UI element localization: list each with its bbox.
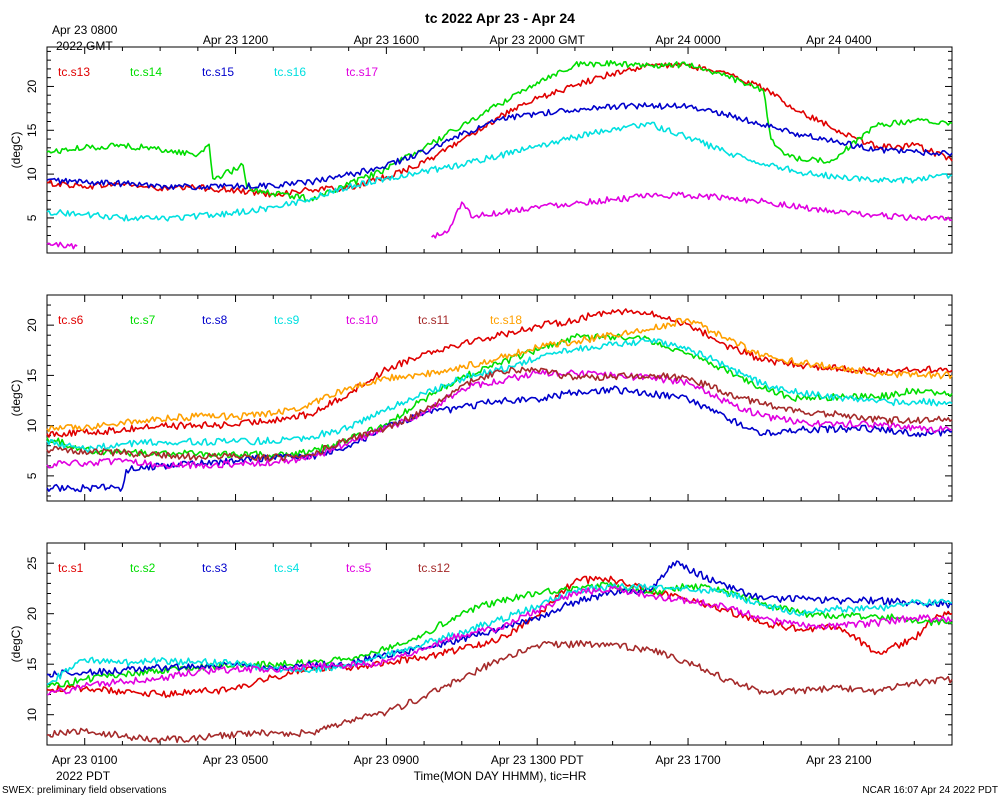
x-axis-label: Time(MON DAY HHMM), tic=HR [414,769,587,783]
top-axis-tick-label: Apr 23 0800 [52,23,118,37]
series-line-tc-s7 [46,333,953,459]
top-axis-tick-label: Apr 23 1600 [354,33,420,47]
top-axis-tick-label: Apr 24 0400 [806,33,872,47]
bottom-axis-tick-label: Apr 23 1300 PDT [491,753,584,767]
legend-tc-s3: tc.s3 [202,561,228,575]
series-line-tc-s14 [46,60,953,203]
y-tick-label: 20 [25,79,39,93]
y-tick-label: 15 [25,368,39,382]
chart-panel-2: 5 10 15 20 (degC) tc.s6 tc.s7 tc.s8 tc.s9 tc.s10 t… [9,294,953,502]
series-line-tc-s11 [46,366,953,462]
legend-tc-s18: tc.s18 [490,313,522,327]
y-axis-label: (degC) [9,626,23,663]
footer-left: SWEX: preliminary field observations [2,785,167,796]
series-line-tc-s1 [46,575,953,699]
top-axis-tick-label: Apr 23 1200 [203,33,269,47]
y-tick-label: 10 [25,708,39,722]
bottom-axis-tick-label: Apr 23 1700 [655,753,721,767]
y-axis-label: (degC) [9,380,23,417]
bottom-axis-tick-label: Apr 23 2100 [806,753,872,767]
y-tick-label: 20 [25,607,39,621]
legend-tc-s7: tc.s7 [130,313,156,327]
bottom-axis-tick-label: Apr 23 0100 [52,753,118,767]
y-tick-label: 10 [25,167,39,181]
legend-tc-s8: tc.s8 [202,313,228,327]
legend-tc-s5: tc.s5 [346,561,372,575]
footer-right: NCAR 16:07 Apr 24 2022 PDT [862,785,998,796]
series-line-tc-s18 [46,317,953,433]
chart-title: tc 2022 Apr 23 - Apr 24 [425,10,575,26]
legend-tc-s16: tc.s16 [274,65,306,79]
legend-tc-s11: tc.s11 [418,313,449,327]
y-tick-label: 15 [25,123,39,137]
series-line-tc-s15 [46,102,953,191]
bottom-axis-timezone-label: 2022 PDT [56,769,111,783]
legend-tc-s4: tc.s4 [274,561,300,575]
top-axis-timezone-label: 2022 GMT [56,39,113,53]
legend-tc-s1: tc.s1 [58,561,84,575]
y-tick-label: 20 [25,318,39,332]
series-line-tc-s16 [46,121,953,222]
series-line-tc-s8 [46,385,953,493]
top-axis-tick-label: Apr 24 0000 [655,33,721,47]
legend-tc-s6: tc.s6 [58,313,84,327]
legend-tc-s13: tc.s13 [58,65,90,79]
series-line-tc-s3 [46,560,953,678]
legend-tc-s10: tc.s10 [346,313,378,327]
series-line-tc-s5 [46,585,953,696]
legend-tc-s14: tc.s14 [130,65,162,79]
top-axis-tick-label: Apr 23 2000 GMT [490,33,586,47]
chart-panel-1: 5 10 15 20 (degC) tc.s13 tc.s14 tc.s15 tc.s16 tc.… [9,46,953,254]
series-line-tc-s9 [46,337,953,454]
series-line-tc-s10 [46,369,953,470]
bottom-axis-tick-label: Apr 23 0500 [203,753,269,767]
y-tick-label: 25 [25,556,39,570]
legend-tc-s2: tc.s2 [130,561,156,575]
series-line-tc-s6 [46,308,953,438]
series-line-tc-s17 [46,241,78,250]
y-tick-label: 5 [25,472,39,479]
y-tick-label: 15 [25,657,39,671]
legend-tc-s15: tc.s15 [202,65,234,79]
legend-tc-s12: tc.s12 [418,561,450,575]
legend-tc-s9: tc.s9 [274,313,300,327]
series-line-tc-s12 [47,639,953,744]
y-tick-label: 5 [25,214,39,221]
y-axis-label: (degC) [9,132,23,169]
legend-tc-s17: tc.s17 [346,65,378,79]
y-tick-label: 10 [25,419,39,433]
series-line-tc-s17 [431,191,953,239]
series-line-tc-s13 [46,61,953,198]
series-line-tc-s4 [46,583,953,686]
bottom-axis-tick-label: Apr 23 0900 [354,753,420,767]
plot-frame [46,542,953,746]
chart-panel-3: 10 15 20 25 (degC) tc.s1 tc.s2 tc.s3 tc.s4 tc.s5 t… [9,542,953,746]
